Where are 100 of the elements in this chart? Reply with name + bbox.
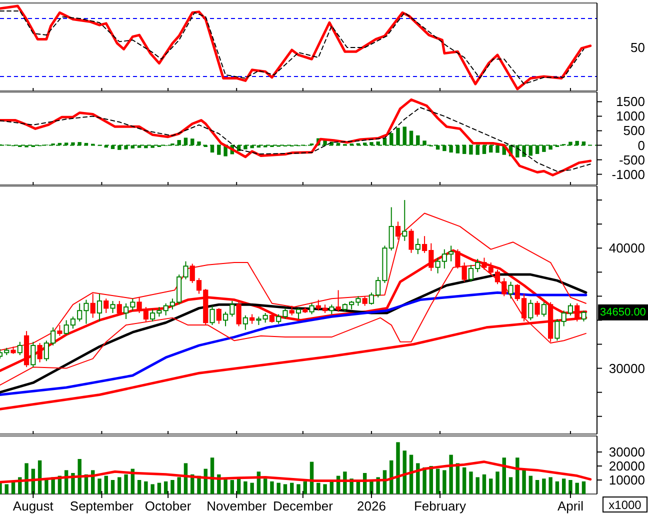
bar [4, 484, 8, 494]
bar [555, 481, 560, 494]
y-tick-label: -500 [618, 152, 645, 168]
x-tick-label: October [144, 498, 192, 514]
y-tick-label: 30000 [608, 360, 645, 376]
bar [224, 478, 228, 494]
bar [568, 480, 572, 494]
candlestick [528, 299, 534, 321]
bar [124, 474, 128, 494]
line-series [0, 460, 592, 484]
candlestick [289, 305, 294, 316]
bar [157, 482, 162, 494]
x-tick-label: November [206, 498, 268, 514]
bar [137, 480, 142, 494]
bar [582, 481, 586, 494]
bar [323, 484, 327, 494]
candlestick [37, 342, 42, 363]
bar [542, 478, 546, 494]
candlestick [269, 312, 275, 324]
candlestick [581, 310, 586, 322]
bar [370, 481, 374, 494]
bar [244, 481, 248, 494]
bar [150, 484, 154, 494]
y-tick-label: 10000 [608, 472, 645, 488]
candlestick [250, 314, 255, 324]
bar [436, 468, 440, 494]
bar [522, 468, 526, 494]
bar [78, 458, 82, 494]
bar [396, 442, 400, 494]
candlestick [402, 200, 408, 242]
candlestick [296, 308, 302, 320]
candlestick [236, 302, 242, 327]
bar [98, 478, 102, 494]
bar [303, 481, 307, 494]
bar [482, 474, 486, 494]
candlestick [104, 298, 109, 314]
bar [290, 482, 294, 494]
bar [548, 477, 552, 494]
line-series [0, 291, 588, 396]
bar [170, 480, 174, 494]
candlestick [116, 300, 122, 316]
bar [270, 481, 274, 494]
y-tick-label: 1000 [616, 108, 645, 124]
bar [476, 477, 480, 494]
text: 34650.00 [600, 306, 646, 318]
candlestick [508, 281, 514, 300]
bar [24, 463, 28, 494]
bar [575, 482, 579, 494]
candlestick [216, 308, 222, 324]
bar [118, 477, 122, 494]
text: 50 [630, 40, 645, 55]
candlestick [362, 296, 368, 306]
candlestick [57, 324, 62, 336]
bar [535, 480, 540, 494]
bar [330, 481, 334, 494]
x-tick-label: 2026 [357, 498, 386, 514]
candlestick [395, 221, 401, 240]
bar [177, 477, 181, 494]
y-tick-label: 30000 [608, 444, 645, 460]
candlestick [30, 341, 36, 368]
candlestick [336, 290, 341, 312]
bar [528, 476, 533, 494]
x-tick-label: August [12, 498, 54, 514]
candlestick [415, 238, 420, 255]
bar [462, 467, 466, 494]
line-series [0, 98, 592, 176]
candlestick [210, 305, 215, 326]
bar [296, 484, 300, 494]
x-tick-label: April [557, 498, 584, 514]
y-tick-label: 1500 [616, 94, 645, 110]
bar [283, 484, 288, 494]
candlestick [408, 228, 414, 254]
text: x1000 [608, 498, 642, 512]
bar [496, 472, 500, 494]
bar [230, 480, 234, 494]
y-tick-label: 40000 [608, 240, 645, 256]
bar [276, 482, 280, 494]
bar [516, 458, 520, 494]
bar [442, 470, 446, 494]
candlestick [541, 302, 546, 318]
bar [469, 472, 473, 494]
candlestick [309, 302, 314, 315]
bar [508, 477, 513, 494]
x-tick-label: December [272, 498, 334, 514]
y-tick-label: 500 [623, 123, 645, 138]
x-tick-label: February [414, 498, 467, 514]
bar [449, 454, 453, 494]
bar [263, 478, 268, 494]
candlestick [90, 293, 96, 318]
bar [110, 480, 115, 494]
line-series [0, 107, 591, 172]
bar [144, 481, 148, 494]
y-tick-label: 20000 [608, 458, 645, 474]
candlestick [96, 293, 102, 322]
y-tick-label: -1000 [612, 166, 645, 182]
bar [250, 482, 254, 494]
bar [164, 481, 168, 494]
bar [416, 463, 420, 494]
candlestick [242, 314, 248, 330]
bar [104, 476, 108, 494]
